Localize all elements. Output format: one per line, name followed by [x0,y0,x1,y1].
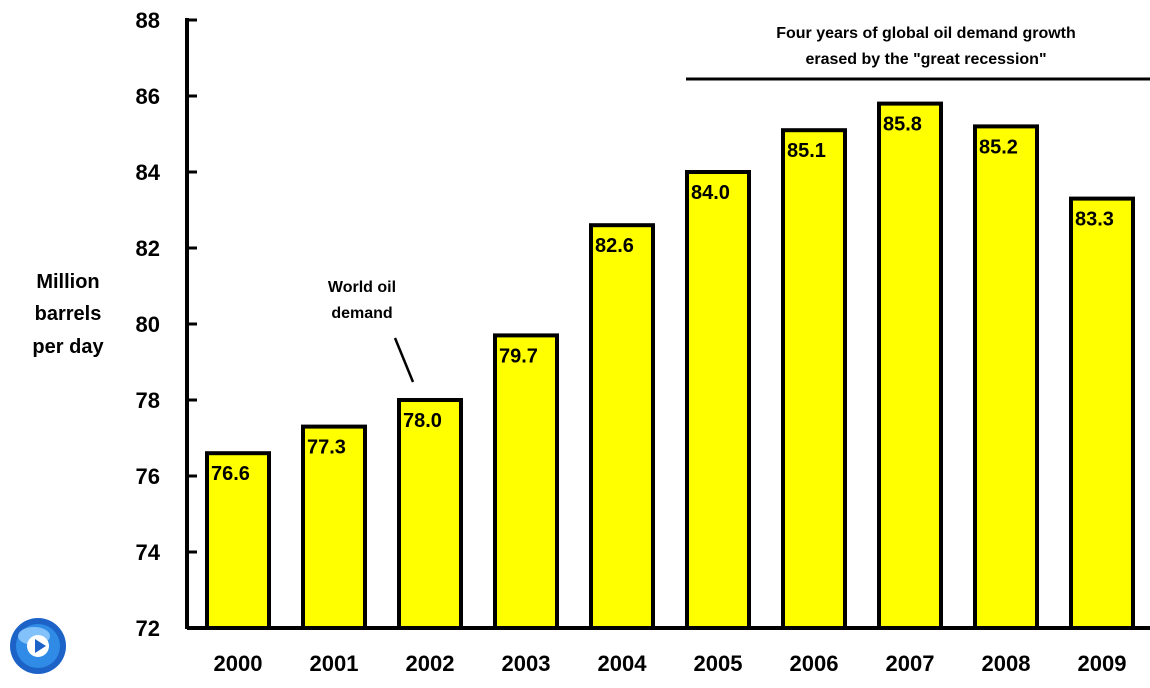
y-tick-label-86: 86 [136,84,160,109]
data-label-2005: 84.0 [691,182,730,204]
bar-2005 [685,170,751,630]
recession-note-line-1: Four years of global oil demand growth [776,25,1076,42]
y-tick-label-84: 84 [136,160,161,185]
bar-2006 [781,128,847,630]
data-label-2002: 78.0 [403,410,442,432]
data-label-2003: 79.7 [499,345,538,367]
data-label-2008: 85.2 [979,136,1018,158]
x-tick-label-2005: 2005 [694,651,743,676]
x-tick-label-2001: 2001 [310,651,359,676]
bar-2007 [877,101,943,631]
y-tick-label-76: 76 [136,464,160,489]
x-tick-label-2008: 2008 [982,651,1031,676]
y-axis-label-line-2: barrels [35,303,102,325]
recession-note-line-2: erased by the "great recession" [805,51,1046,68]
y-tick-label-74: 74 [136,540,161,565]
x-tick-label-2006: 2006 [790,651,839,676]
y-tick-label-82: 82 [136,236,160,261]
y-tick-label-80: 80 [136,312,160,337]
bars-group [205,101,1135,631]
data-label-2000: 76.6 [211,463,250,485]
y-axis-label-line-1: Million [36,271,99,293]
bar-2009 [1069,196,1135,630]
bar-2002 [397,398,463,630]
bar-2003 [493,333,559,630]
x-tick-label-2003: 2003 [502,651,551,676]
data-label-2009: 83.3 [1075,209,1114,231]
world-oil-demand-note-line-1: World oil [328,279,396,296]
bar-2008 [973,124,1039,631]
x-tick-label-2004: 2004 [598,651,648,676]
blue-circular-play-icon[interactable] [10,618,66,674]
labels-group: 76.6 2000 77.3 2001 78.0 2002 79.7 2003 82.6 2004… [211,114,1126,676]
data-label-2004: 82.6 [595,235,634,257]
data-label-2001: 77.3 [307,437,346,459]
y-tick-label-78: 78 [136,388,160,413]
data-label-2007: 85.8 [883,114,922,136]
world-oil-demand-pointer-line [393,337,415,383]
x-tick-label-2000: 2000 [214,651,263,676]
x-tick-label-2007: 2007 [886,651,935,676]
x-tick-label-2009: 2009 [1078,651,1127,676]
y-axis: 72 74 76 78 80 82 84 86 88 [136,8,1150,641]
y-tick-label-72: 72 [136,616,160,641]
bar-2004 [589,223,655,630]
x-tick-label-2002: 2002 [406,651,455,676]
y-tick-label-88: 88 [136,8,160,33]
data-label-2006: 85.1 [787,140,826,162]
world-oil-demand-note-line-2: demand [331,305,392,322]
y-axis-label-line-3: per day [32,336,104,358]
